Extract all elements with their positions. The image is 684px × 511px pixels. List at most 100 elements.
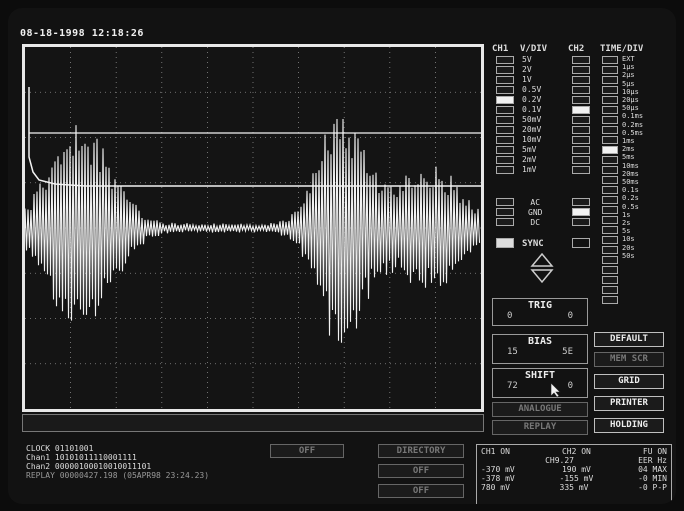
ladder-cell[interactable] [602,76,618,84]
mem-scr-button[interactable]: MEM SCR [594,352,664,367]
ladder-cell[interactable] [572,208,590,216]
ladder-cell[interactable] [572,136,590,144]
volt-option[interactable]: 20mV [522,125,541,135]
ladder-cell[interactable] [602,86,618,94]
volt-option[interactable]: 1V [522,75,541,85]
ladder-cell[interactable] [572,76,590,84]
time-option[interactable]: 5μs [622,80,643,88]
ladder-cell[interactable] [602,236,618,244]
printer-button[interactable]: PRINTER [594,396,664,411]
ch1-coupling-ladder[interactable] [496,198,514,228]
off-button-1[interactable]: OFF [270,444,344,458]
time-option[interactable]: 20μs [622,96,643,104]
ladder-cell[interactable] [602,276,618,284]
ladder-cell[interactable] [602,256,618,264]
ch1-sync-box[interactable] [496,238,514,248]
time-option[interactable]: 50μs [622,104,643,112]
volt-option[interactable]: 2V [522,65,541,75]
ladder-cell[interactable] [496,116,514,124]
trig-panel[interactable]: TRIG 0 0 [492,298,588,326]
off-button-3[interactable]: OFF [378,484,464,498]
ch2-sync-box[interactable] [572,238,590,248]
ladder-cell[interactable] [572,116,590,124]
ladder-cell[interactable] [496,166,514,174]
ladder-cell[interactable] [496,106,514,114]
analogue-button[interactable]: ANALOGUE [492,402,588,417]
ladder-cell[interactable] [602,176,618,184]
time-option[interactable]: 0.5s [622,203,643,211]
time-option[interactable]: 0.1ms [622,112,643,120]
ch2-volt-ladder[interactable] [572,56,590,176]
ladder-cell[interactable] [496,76,514,84]
ladder-cell[interactable] [602,146,618,154]
time-option[interactable]: 5ms [622,153,643,161]
ladder-cell[interactable] [602,56,618,64]
ladder-cell[interactable] [602,166,618,174]
waveform-plot[interactable] [22,44,484,412]
ladder-cell[interactable] [572,56,590,64]
ch2-coupling-ladder[interactable] [572,198,590,228]
time-option[interactable]: EXT [622,55,643,63]
time-option[interactable]: 20s [622,244,643,252]
ladder-cell[interactable] [496,126,514,134]
ladder-cell[interactable] [602,156,618,164]
volt-option[interactable]: 50mV [522,115,541,125]
time-option[interactable]: 1s [622,211,643,219]
time-option[interactable]: 10s [622,235,643,243]
ladder-cell[interactable] [602,246,618,254]
ladder-cell[interactable] [602,296,618,304]
ladder-cell[interactable] [572,198,590,206]
ladder-cell[interactable] [572,106,590,114]
ch1-volt-ladder[interactable] [496,56,514,176]
shift-panel[interactable]: SHIFT 72 0 [492,368,588,398]
volt-option[interactable]: 0.1V [522,105,541,115]
ladder-cell[interactable] [496,96,514,104]
time-option[interactable]: 2ms [622,145,643,153]
time-option[interactable]: 1μs [622,63,643,71]
ladder-cell[interactable] [602,106,618,114]
ladder-cell[interactable] [496,86,514,94]
bias-panel[interactable]: BIAS 15 5E [492,334,588,364]
holding-button[interactable]: HOLDING [594,418,664,433]
volt-option[interactable]: 5mV [522,145,541,155]
ladder-cell[interactable] [602,136,618,144]
time-option[interactable]: 0.5ms [622,129,643,137]
time-div-ladder[interactable] [602,56,618,306]
ladder-cell[interactable] [602,96,618,104]
ladder-cell[interactable] [572,126,590,134]
ladder-cell[interactable] [602,216,618,224]
time-option[interactable]: 0.2s [622,194,643,202]
time-option[interactable]: 50s [622,252,643,260]
volt-option[interactable]: 0.2V [522,95,541,105]
ladder-cell[interactable] [602,186,618,194]
ladder-cell[interactable] [602,266,618,274]
time-option[interactable]: 10ms [622,162,643,170]
ladder-cell[interactable] [602,226,618,234]
ladder-cell[interactable] [496,66,514,74]
sync-arrows-icon[interactable] [530,252,554,286]
ladder-cell[interactable] [572,96,590,104]
ladder-cell[interactable] [602,126,618,134]
ladder-cell[interactable] [496,146,514,154]
ladder-cell[interactable] [572,218,590,226]
ladder-cell[interactable] [602,206,618,214]
ladder-cell[interactable] [602,196,618,204]
time-option[interactable]: 5s [622,227,643,235]
time-option[interactable]: 10μs [622,88,643,96]
time-option[interactable]: 2s [622,219,643,227]
volt-option[interactable]: 10mV [522,135,541,145]
ladder-cell[interactable] [572,146,590,154]
time-option[interactable]: 2μs [622,71,643,79]
ladder-cell[interactable] [572,166,590,174]
volt-option[interactable]: 5V [522,55,541,65]
replay-button[interactable]: REPLAY [492,420,588,435]
ladder-cell[interactable] [602,66,618,74]
time-option[interactable]: 20ms [622,170,643,178]
time-option[interactable]: 0.1s [622,186,643,194]
ladder-cell[interactable] [572,86,590,94]
ladder-cell[interactable] [496,56,514,64]
ladder-cell[interactable] [496,208,514,216]
time-option[interactable]: 1ms [622,137,643,145]
ladder-cell[interactable] [602,286,618,294]
grid-button[interactable]: GRID [594,374,664,389]
